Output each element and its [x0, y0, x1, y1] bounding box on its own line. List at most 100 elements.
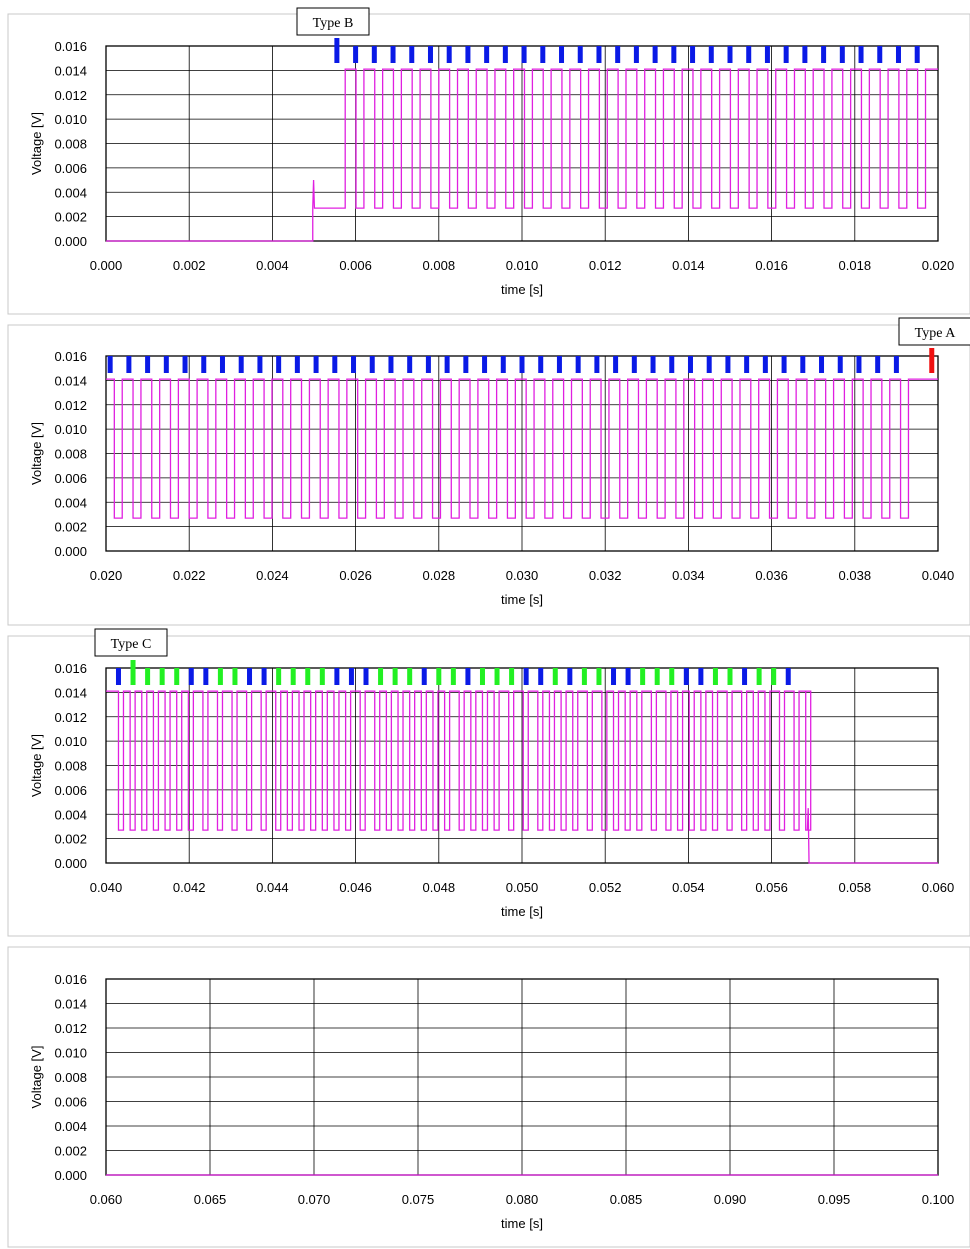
x-tick-label: 0.058 — [839, 880, 872, 895]
event-marker-blue — [708, 46, 714, 63]
event-marker-blue — [163, 356, 169, 373]
event-marker-green — [145, 668, 151, 685]
y-axis-label: Voltage [V] — [29, 734, 44, 797]
y-tick-label: 0.000 — [54, 1168, 87, 1183]
event-marker-blue — [746, 46, 752, 63]
x-tick-label: 0.052 — [589, 880, 622, 895]
y-tick-label: 0.002 — [54, 210, 87, 225]
x-tick-label: 0.034 — [672, 568, 705, 583]
event-marker-green — [640, 668, 646, 685]
event-marker-blue — [877, 46, 883, 63]
event-marker-blue — [371, 46, 377, 63]
voltage-series-line — [106, 378, 938, 519]
event-marker-blue — [538, 356, 544, 373]
event-marker-green — [669, 668, 675, 685]
event-marker-green — [494, 668, 500, 685]
event-marker-blue — [294, 356, 300, 373]
event-marker-blue — [538, 668, 544, 685]
event-marker-blue — [839, 46, 845, 63]
event-marker-green — [436, 668, 442, 685]
event-marker-blue — [313, 356, 319, 373]
event-marker-green — [407, 668, 413, 685]
x-tick-label: 0.080 — [506, 1192, 539, 1207]
event-marker-blue — [444, 356, 450, 373]
event-marker-green — [159, 668, 165, 685]
y-tick-label: 0.000 — [54, 856, 87, 871]
event-marker-green — [756, 668, 762, 685]
event-marker-green — [509, 668, 515, 685]
event-marker-blue — [465, 668, 471, 685]
event-marker-blue — [261, 668, 267, 685]
event-marker-blue — [633, 46, 639, 63]
y-tick-label: 0.008 — [54, 759, 87, 774]
event-marker-blue — [446, 46, 452, 63]
y-tick-label: 0.014 — [54, 373, 87, 388]
y-tick-label: 0.012 — [54, 710, 87, 725]
event-marker-blue — [575, 356, 581, 373]
x-tick-label: 0.008 — [423, 258, 456, 273]
event-marker-green — [552, 668, 558, 685]
event-marker-blue — [652, 46, 658, 63]
y-tick-label: 0.010 — [54, 1046, 87, 1061]
event-marker-green — [305, 668, 311, 685]
y-tick-label: 0.006 — [54, 161, 87, 176]
event-marker-blue — [465, 46, 471, 63]
event-marker-blue — [611, 668, 617, 685]
x-tick-label: 0.024 — [256, 568, 289, 583]
event-marker-blue — [188, 668, 194, 685]
x-tick-label: 0.056 — [755, 880, 788, 895]
x-tick-label: 0.036 — [755, 568, 788, 583]
x-tick-label: 0.010 — [506, 258, 539, 273]
y-tick-label: 0.008 — [54, 1070, 87, 1085]
event-marker-blue — [650, 356, 656, 373]
event-marker-blue — [425, 356, 431, 373]
event-marker-green — [654, 668, 660, 685]
x-tick-label: 0.048 — [423, 880, 456, 895]
y-tick-label: 0.014 — [54, 685, 87, 700]
x-tick-label: 0.042 — [173, 880, 206, 895]
y-tick-label: 0.016 — [54, 39, 87, 54]
event-marker-blue — [463, 356, 469, 373]
event-marker-blue — [631, 356, 637, 373]
event-marker-blue — [334, 38, 340, 63]
x-tick-label: 0.040 — [90, 880, 123, 895]
y-tick-label: 0.004 — [54, 1119, 87, 1134]
x-tick-label: 0.046 — [339, 880, 372, 895]
event-marker-blue — [219, 356, 225, 373]
x-axis-label: time [s] — [501, 904, 543, 919]
x-tick-label: 0.060 — [922, 880, 955, 895]
x-tick-label: 0.100 — [922, 1192, 955, 1207]
event-marker-blue — [687, 356, 693, 373]
event-marker-blue — [690, 46, 696, 63]
event-marker-blue — [201, 356, 207, 373]
event-marker-blue — [247, 668, 253, 685]
event-marker-blue — [363, 668, 369, 685]
event-marker-green — [712, 668, 718, 685]
x-axis-label: time [s] — [501, 1216, 543, 1231]
annotation-label: Type A — [915, 326, 957, 341]
event-marker-green — [479, 668, 485, 685]
x-axis-label: time [s] — [501, 282, 543, 297]
y-tick-label: 0.008 — [54, 137, 87, 152]
annotation-box — [94, 628, 168, 657]
event-marker-blue — [783, 46, 789, 63]
event-marker-blue — [500, 356, 506, 373]
x-tick-label: 0.030 — [506, 568, 539, 583]
x-tick-label: 0.040 — [922, 568, 955, 583]
event-marker-green — [232, 668, 238, 685]
event-marker-blue — [238, 356, 244, 373]
y-tick-label: 0.004 — [54, 495, 87, 510]
event-marker-blue — [556, 356, 562, 373]
voltage-series-line — [106, 68, 938, 242]
y-tick-label: 0.002 — [54, 520, 87, 535]
x-tick-label: 0.018 — [839, 258, 872, 273]
event-marker-blue — [914, 46, 920, 63]
event-marker-blue — [625, 668, 631, 685]
event-marker-blue — [744, 356, 750, 373]
x-tick-label: 0.090 — [714, 1192, 747, 1207]
x-tick-label: 0.002 — [173, 258, 206, 273]
event-marker-green — [378, 668, 384, 685]
event-marker-blue — [257, 356, 263, 373]
